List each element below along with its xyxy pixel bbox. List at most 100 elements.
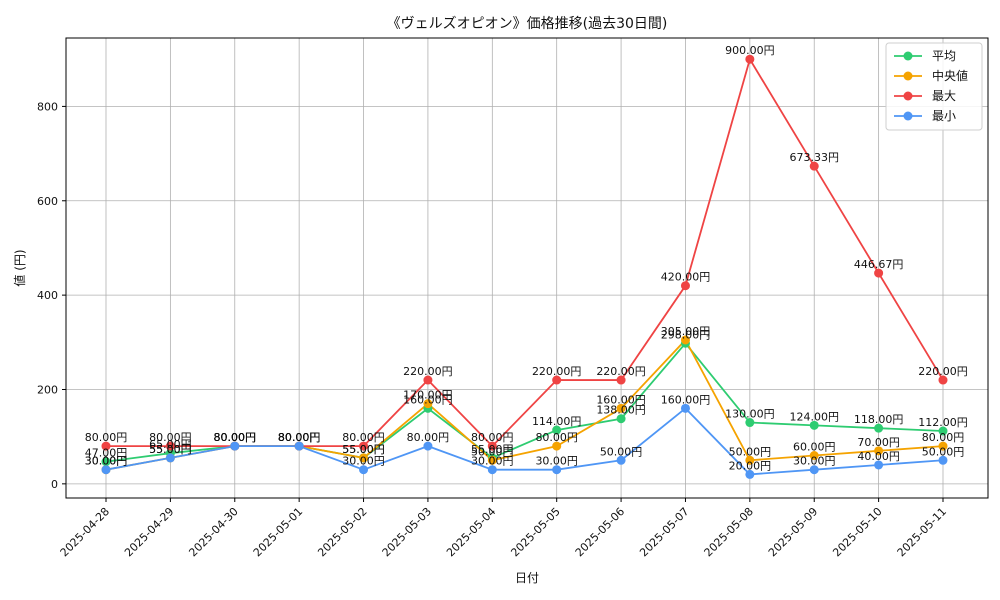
data-label: 80.00円 xyxy=(922,431,965,444)
data-point xyxy=(101,457,111,467)
data-label: 60.00円 xyxy=(793,441,836,454)
data-label: 80.00円 xyxy=(342,431,385,444)
data-point xyxy=(809,465,819,475)
data-label: 30.00円 xyxy=(471,455,514,468)
data-point xyxy=(616,375,626,385)
data-label: 55.00円 xyxy=(149,443,192,456)
x-tick-label: 2025-05-05 xyxy=(508,505,562,559)
data-label: 112.00円 xyxy=(918,416,968,429)
data-label: 80.00円 xyxy=(535,431,578,444)
data-point xyxy=(101,465,111,475)
y-tick-label: 800 xyxy=(37,100,58,113)
x-axis: 2025-04-28 2025-04-29 2025-04-30 2025-05-01… xyxy=(58,498,949,559)
y-tick-label: 600 xyxy=(37,195,58,208)
x-tick-label: 2025-05-08 xyxy=(702,505,756,559)
data-label: 80.00円 xyxy=(407,431,450,444)
y-tick-label: 200 xyxy=(37,383,58,396)
data-label: 80.00円 xyxy=(85,431,128,444)
data-label: 220.00円 xyxy=(918,365,968,378)
series-group xyxy=(101,54,948,479)
legend-marker xyxy=(903,71,913,81)
data-label: 40.00円 xyxy=(857,450,900,463)
data-point xyxy=(616,414,626,424)
grid xyxy=(66,38,988,498)
y-tick-label: 0 xyxy=(51,478,58,491)
x-tick-label: 2025-05-07 xyxy=(637,505,691,559)
data-label: 50.00円 xyxy=(922,445,965,458)
data-label: 220.00円 xyxy=(532,365,582,378)
data-point xyxy=(101,441,111,451)
data-label: 160.00円 xyxy=(596,393,646,406)
y-axis: 0 200 400 600 800 xyxy=(37,100,66,491)
data-label: 138.00円 xyxy=(596,404,646,417)
legend-label: 平均 xyxy=(932,49,956,63)
data-label: 80.00円 xyxy=(214,431,257,444)
data-point xyxy=(487,455,497,465)
data-label: 55.00円 xyxy=(342,443,385,456)
data-label: 160.00円 xyxy=(403,393,453,406)
data-label: 118.00円 xyxy=(854,413,904,426)
data-point xyxy=(487,465,497,475)
data-point xyxy=(423,441,433,451)
y-tick-label: 400 xyxy=(37,289,58,302)
x-tick-label: 2025-05-06 xyxy=(573,505,627,559)
legend-label: 最小 xyxy=(932,109,956,123)
data-point xyxy=(874,460,884,470)
data-point xyxy=(809,451,819,461)
data-point xyxy=(552,465,562,475)
data-point xyxy=(230,441,240,451)
data-point xyxy=(359,441,369,451)
data-point xyxy=(552,441,562,451)
data-point xyxy=(423,375,433,385)
data-label: 55.00円 xyxy=(149,443,192,456)
series-line xyxy=(105,407,944,476)
data-point xyxy=(874,446,884,456)
legend-label: 最大 xyxy=(932,89,956,103)
data-point xyxy=(552,425,562,435)
x-tick-label: 2025-05-09 xyxy=(766,505,820,559)
data-label: 30.00円 xyxy=(85,455,128,468)
data-point xyxy=(745,469,755,479)
x-tick-label: 2025-05-02 xyxy=(315,505,369,559)
data-point xyxy=(745,455,755,465)
legend-marker xyxy=(903,111,913,121)
data-label: 220.00円 xyxy=(596,365,646,378)
data-label: 80.00円 xyxy=(278,431,321,444)
series-line xyxy=(106,56,944,448)
data-point xyxy=(680,335,690,345)
data-label: 80.00円 xyxy=(214,431,257,444)
data-label: 124.00円 xyxy=(789,410,839,423)
data-point xyxy=(745,54,755,64)
legend-label: 中央値 xyxy=(932,68,968,83)
x-tick-label: 2025-05-01 xyxy=(251,505,305,559)
data-label: 80.00円 xyxy=(471,431,514,444)
x-tick-label: 2025-04-30 xyxy=(186,505,240,559)
data-point xyxy=(423,399,433,409)
data-label: 30.00円 xyxy=(793,455,836,468)
data-label: 47.00円 xyxy=(85,447,128,460)
data-label: 30.00円 xyxy=(85,455,128,468)
data-label: 70.00円 xyxy=(857,436,900,449)
x-tick-label: 2025-04-28 xyxy=(58,505,112,559)
data-label: 305.00円 xyxy=(661,325,711,338)
data-label: 30.00円 xyxy=(342,455,385,468)
data-label: 170.00円 xyxy=(403,389,453,402)
data-point xyxy=(938,441,948,451)
data-label: 114.00円 xyxy=(532,415,582,428)
data-point xyxy=(809,420,819,430)
data-label: 50.00円 xyxy=(471,445,514,458)
data-label: 673.33円 xyxy=(789,151,839,164)
data-label: 55.00円 xyxy=(471,443,514,456)
legend-marker xyxy=(903,51,913,61)
data-point xyxy=(680,281,690,291)
legend-marker xyxy=(903,91,913,101)
data-point xyxy=(938,375,948,385)
data-point xyxy=(616,403,626,413)
data-point xyxy=(874,268,884,278)
data-label: 160.00円 xyxy=(661,393,711,406)
data-point xyxy=(938,455,948,465)
data-label: 900.00円 xyxy=(725,44,775,57)
data-point xyxy=(165,441,175,451)
